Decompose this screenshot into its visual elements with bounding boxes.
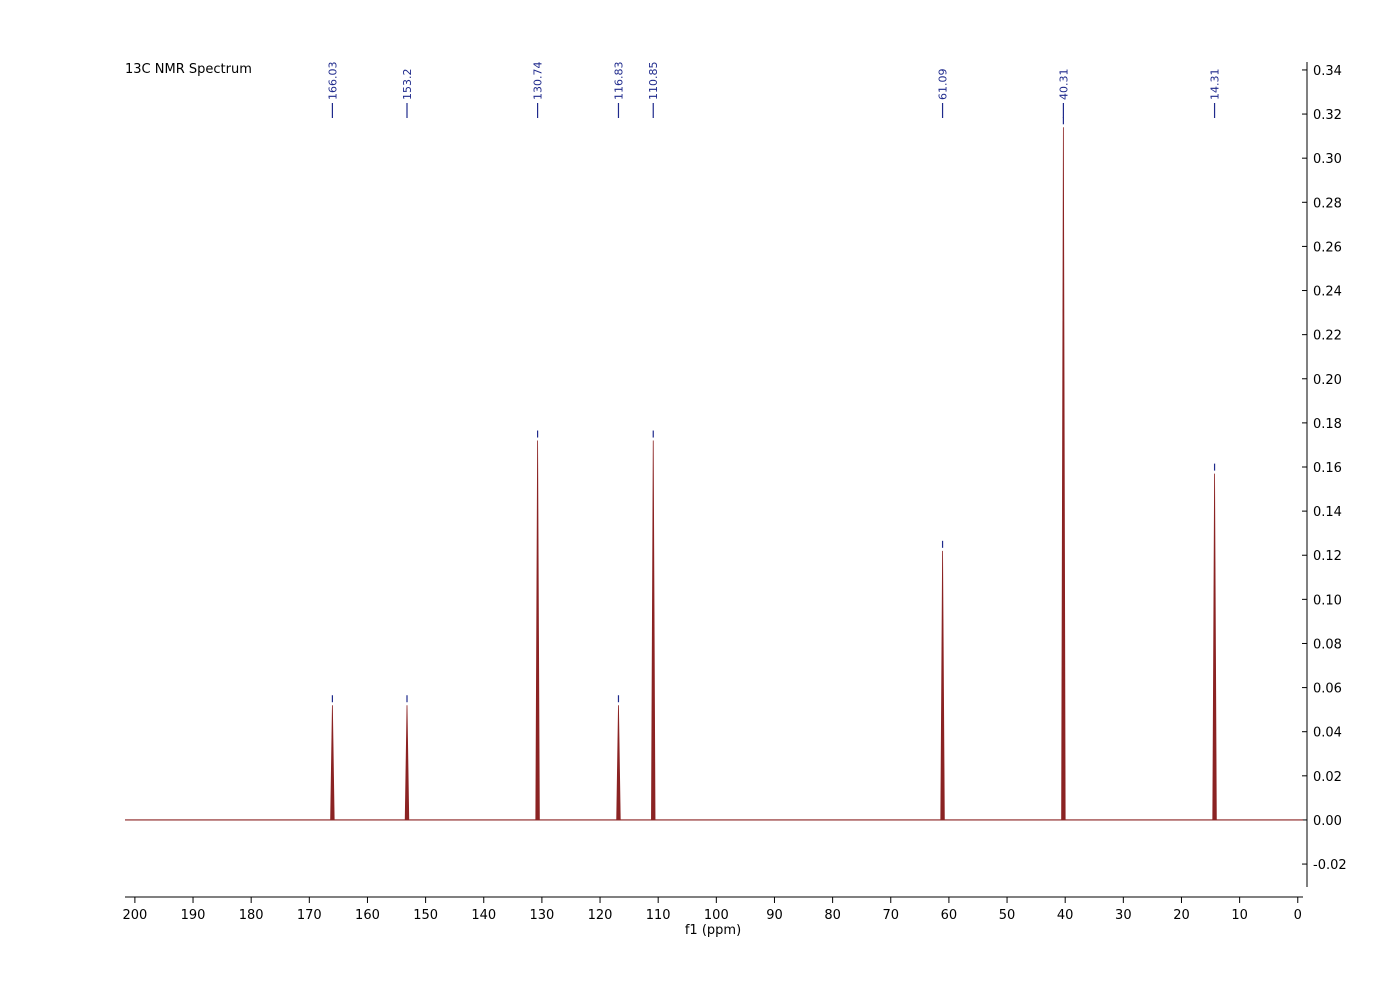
x-axis-label: f1 (ppm) xyxy=(685,923,741,938)
y-tick-label: 0.04 xyxy=(1313,726,1342,741)
peak xyxy=(616,705,621,821)
x-tick-label: 110 xyxy=(646,908,671,923)
y-tick-label: 0.26 xyxy=(1313,240,1342,255)
x-tick-label: 60 xyxy=(941,908,958,923)
x-tick-label: 70 xyxy=(882,908,899,923)
x-tick-label: 170 xyxy=(297,908,322,923)
y-tick-label: 0.16 xyxy=(1313,461,1342,476)
x-tick-label: 150 xyxy=(413,908,438,923)
x-tick-label: 20 xyxy=(1173,908,1190,923)
peak xyxy=(404,705,410,821)
y-tick-label: 0.28 xyxy=(1313,196,1342,211)
peak-label: 130.74 xyxy=(532,62,545,101)
x-tick-label: 100 xyxy=(704,908,729,923)
x-tick-label: 160 xyxy=(355,908,380,923)
y-tick-label: 0.14 xyxy=(1313,505,1342,520)
y-tick-label: 0.32 xyxy=(1313,108,1342,123)
x-tick-label: 190 xyxy=(181,908,206,923)
y-tick-label: 0.08 xyxy=(1313,637,1342,652)
peak-label: 61.09 xyxy=(937,69,950,101)
x-tick-label: 120 xyxy=(588,908,613,923)
peak xyxy=(651,440,656,821)
x-tick-label: 90 xyxy=(766,908,783,923)
x-tick-label: 130 xyxy=(529,908,554,923)
peak-label: 166.03 xyxy=(326,62,339,101)
y-tick-label: 0.06 xyxy=(1313,682,1342,697)
peak-label: 153.2 xyxy=(401,69,414,101)
x-tick-label: 180 xyxy=(239,908,264,923)
peak-label: 40.31 xyxy=(1057,69,1070,101)
chart-title: 13C NMR Spectrum xyxy=(125,62,252,77)
x-tick-label: 30 xyxy=(1115,908,1132,923)
y-tick-label: 0.10 xyxy=(1313,593,1342,608)
x-tick-label: 80 xyxy=(824,908,841,923)
y-tick-label: -0.02 xyxy=(1313,858,1347,873)
peak xyxy=(1212,473,1217,821)
x-tick-label: 10 xyxy=(1231,908,1248,923)
peak-label: 14.31 xyxy=(1209,69,1222,101)
peak xyxy=(1061,127,1066,821)
peak-label: 116.83 xyxy=(612,62,625,101)
x-tick-label: 50 xyxy=(999,908,1016,923)
y-tick-label: 0.02 xyxy=(1313,770,1342,785)
y-tick-label: 0.30 xyxy=(1313,152,1342,167)
x-tick-label: 140 xyxy=(471,908,496,923)
y-tick-label: 0.34 xyxy=(1313,64,1342,79)
y-tick-label: 0.22 xyxy=(1313,329,1342,344)
peak xyxy=(940,550,945,821)
y-tick-label: 0.20 xyxy=(1313,373,1342,388)
peak xyxy=(535,440,540,821)
x-tick-label: 0 xyxy=(1294,908,1302,923)
peak xyxy=(330,705,335,821)
peak-label: 110.85 xyxy=(647,62,660,101)
x-tick-label: 40 xyxy=(1057,908,1074,923)
y-tick-label: 0.00 xyxy=(1313,814,1342,829)
x-tick-label: 200 xyxy=(122,908,147,923)
y-tick-label: 0.18 xyxy=(1313,417,1342,432)
y-tick-label: 0.12 xyxy=(1313,549,1342,564)
y-tick-label: 0.24 xyxy=(1313,285,1342,300)
